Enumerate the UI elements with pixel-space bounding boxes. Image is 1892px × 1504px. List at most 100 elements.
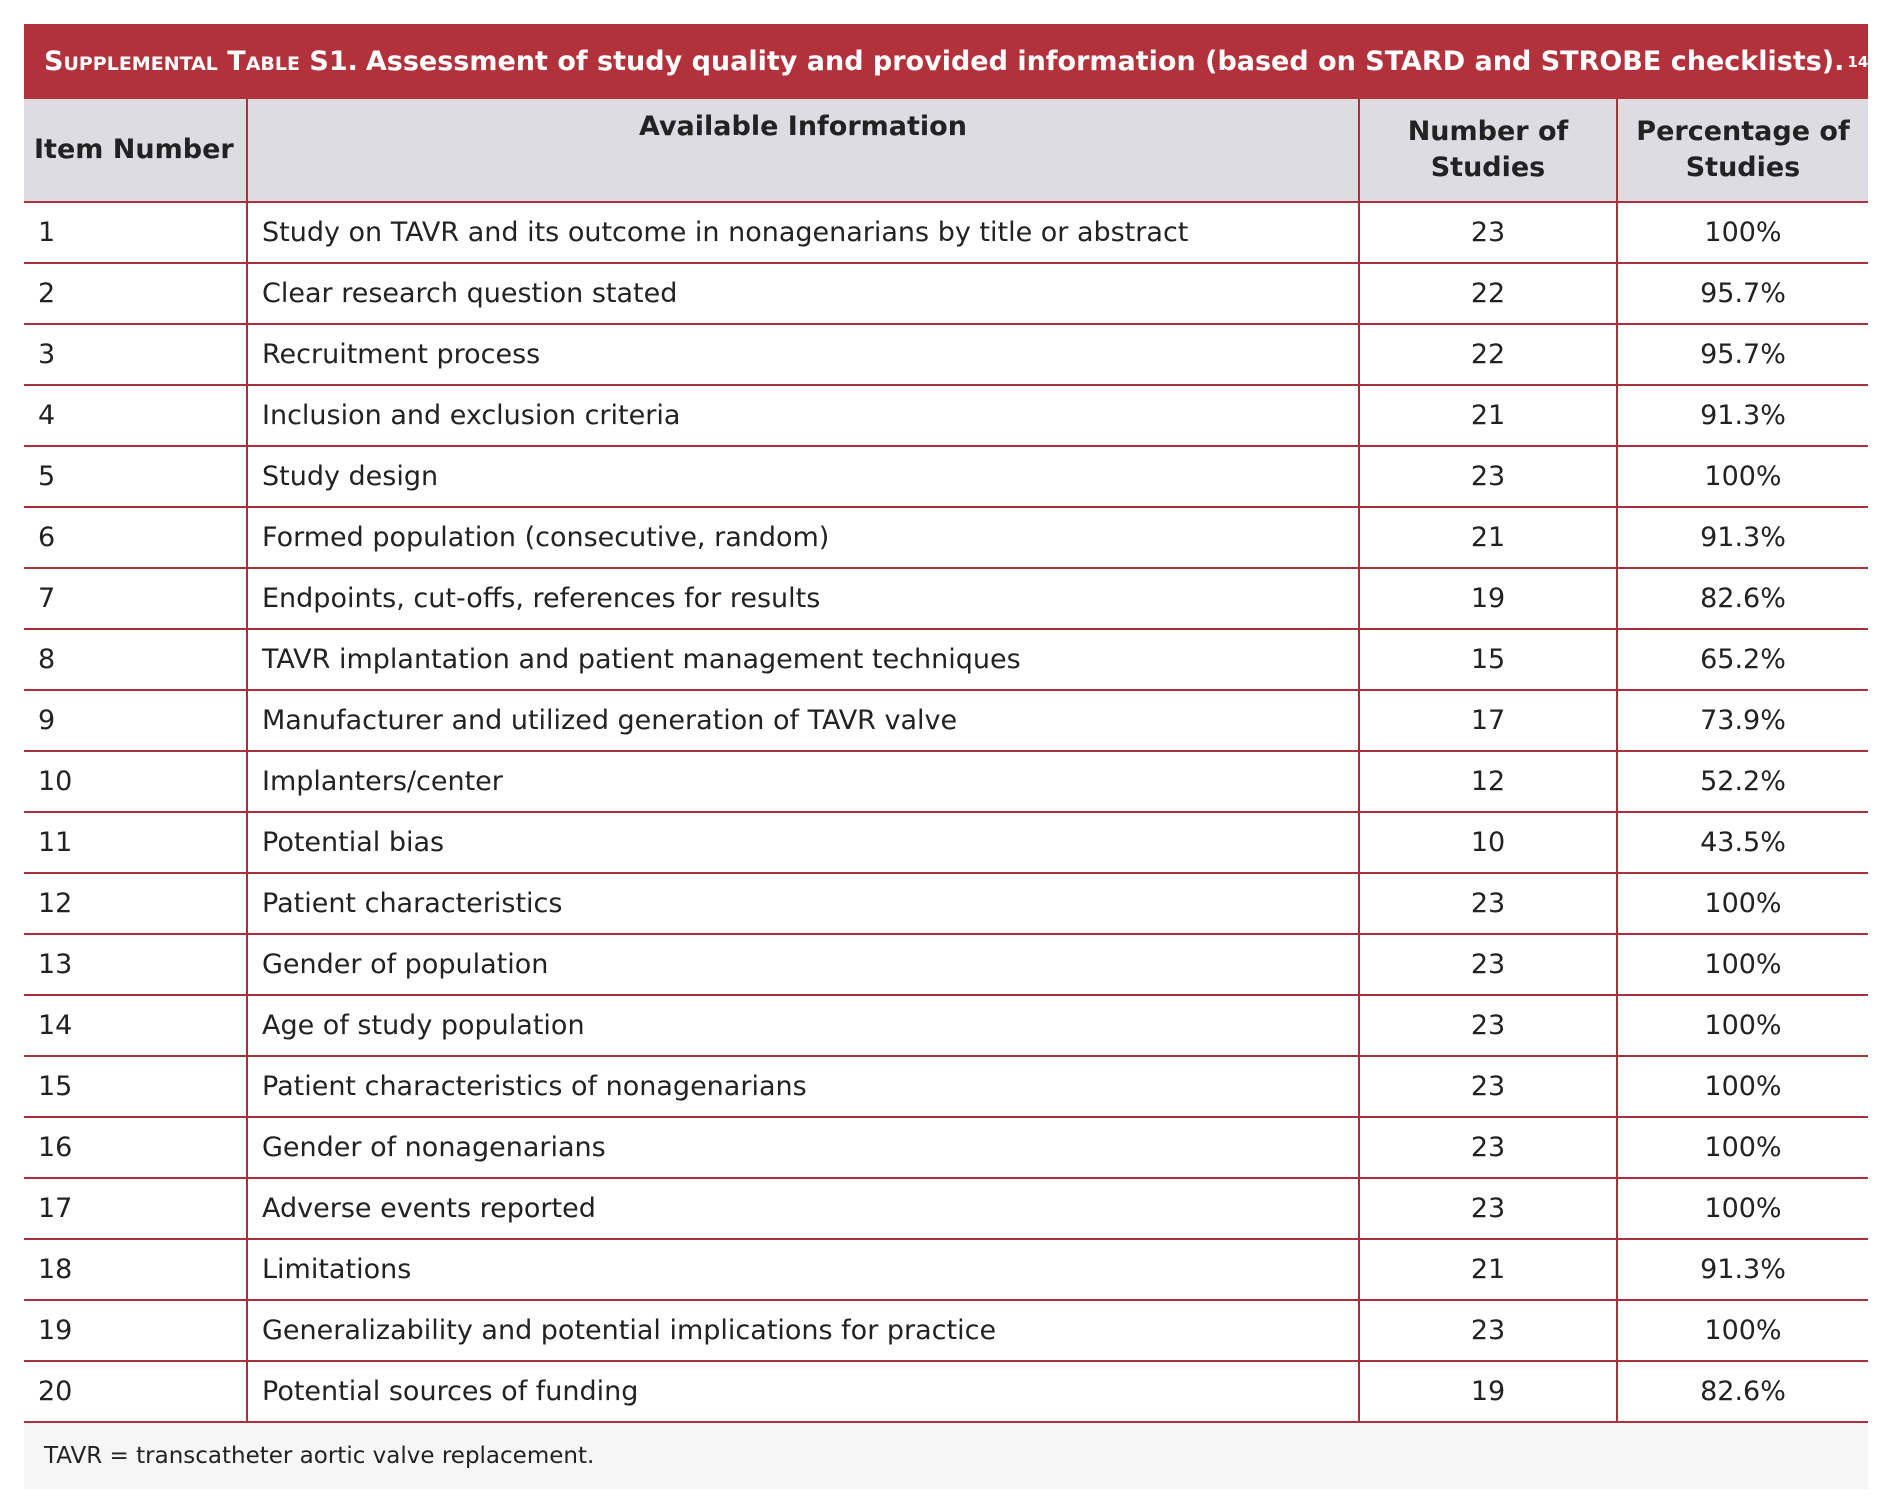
table-cell: Clear research question stated — [247, 263, 1360, 325]
table-body: 1 Study on TAVR and its outcome in nonage… — [24, 202, 1868, 1423]
table-cell: 100% — [1617, 1056, 1868, 1118]
table-row: 9 Manufacturer and utilized generation of… — [24, 690, 1868, 752]
table-cell: 100% — [1617, 1178, 1868, 1240]
table-cell: 7 — [24, 568, 248, 630]
table-cell: 22 — [1359, 324, 1618, 386]
column-header: Percentage of Studies — [1617, 99, 1868, 203]
table-cell: Limitations — [247, 1239, 1360, 1301]
title-label: Supplemental Table S1. — [44, 46, 358, 77]
table-cell: 17 — [24, 1178, 248, 1240]
table-cell: Adverse events reported — [247, 1178, 1360, 1240]
table-cell: 23 — [1359, 1056, 1618, 1118]
table-cell: Patient characteristics — [247, 873, 1360, 935]
table-row: 3 Recruitment process 22 95.7% — [24, 324, 1868, 386]
table-cell: Inclusion and exclusion criteria — [247, 385, 1360, 447]
footnote: TAVR = transcatheter aortic valve replac… — [24, 1423, 1868, 1489]
table-cell: 12 — [1359, 751, 1618, 813]
table-cell: 10 — [1359, 812, 1618, 874]
table-cell: 23 — [1359, 202, 1618, 264]
table-cell: 11 — [24, 812, 248, 874]
table-row: 13 Gender of population 23 100% — [24, 934, 1868, 996]
table-cell: 12 — [24, 873, 248, 935]
table-cell: 95.7% — [1617, 324, 1868, 386]
table-cell: Gender of population — [247, 934, 1360, 996]
table-cell: 100% — [1617, 934, 1868, 996]
table-cell: 100% — [1617, 202, 1868, 264]
table-cell: 73.9% — [1617, 690, 1868, 752]
column-header: Available Information — [247, 99, 1360, 203]
table-cell: 91.3% — [1617, 1239, 1868, 1301]
table-cell: 23 — [1359, 995, 1618, 1057]
table-cell: 14 — [24, 995, 248, 1057]
table-cell: 95.7% — [1617, 263, 1868, 325]
table-row: 17 Adverse events reported 23 100% — [24, 1178, 1868, 1240]
table-cell: 52.2% — [1617, 751, 1868, 813]
table-row: 5 Study design 23 100% — [24, 446, 1868, 508]
table-row: 6 Formed population (consecutive, random)… — [24, 507, 1868, 569]
title-bar: Supplemental Table S1. Assessment of stu… — [24, 24, 1892, 99]
table-cell: 23 — [1359, 1178, 1618, 1240]
table-cell: 100% — [1617, 1300, 1868, 1362]
table-cell: 100% — [1617, 873, 1868, 935]
table-cell: 5 — [24, 446, 248, 508]
table-row: 20 Potential sources of funding 19 82.6% — [24, 1361, 1868, 1423]
table-cell: 100% — [1617, 995, 1868, 1057]
table-cell: 21 — [1359, 1239, 1618, 1301]
table-cell: 23 — [1359, 934, 1618, 996]
table-cell: 82.6% — [1617, 1361, 1868, 1423]
table-cell: Age of study population — [247, 995, 1360, 1057]
table-cell: 19 — [24, 1300, 248, 1362]
table-cell: 23 — [1359, 446, 1618, 508]
table-cell: 23 — [1359, 1300, 1618, 1362]
table-cell: Recruitment process — [247, 324, 1360, 386]
title-text: Assessment of study quality and provided… — [365, 46, 1845, 77]
table-cell: 21 — [1359, 385, 1618, 447]
table-cell: Gender of nonagenarians — [247, 1117, 1360, 1179]
table-cell: 1 — [24, 202, 248, 264]
table-cell: Potential bias — [247, 812, 1360, 874]
table-cell: 23 — [1359, 1117, 1618, 1179]
table-row: 4 Inclusion and exclusion criteria 21 91.3% — [24, 385, 1868, 447]
table-row: 7 Endpoints, cut-offs, references for res… — [24, 568, 1868, 630]
table-cell: 15 — [24, 1056, 248, 1118]
table-cell: Generalizability and potential implicati… — [247, 1300, 1360, 1362]
table-cell: Endpoints, cut-offs, references for resu… — [247, 568, 1360, 630]
quality-table: Item Number Available Information Number o… — [24, 99, 1868, 1423]
table-row: 15 Patient characteristics of nonagenaria… — [24, 1056, 1868, 1118]
table-cell: 13 — [24, 934, 248, 996]
table-cell: Potential sources of funding — [247, 1361, 1360, 1423]
table-cell: 100% — [1617, 1117, 1868, 1179]
table-row: 2 Clear research question stated 22 95.7% — [24, 263, 1868, 325]
table-cell: 18 — [24, 1239, 248, 1301]
table-cell: 21 — [1359, 507, 1618, 569]
table-cell: 19 — [1359, 1361, 1618, 1423]
table-row: 14 Age of study population 23 100% — [24, 995, 1868, 1057]
table-cell: 4 — [24, 385, 248, 447]
table-cell: Formed population (consecutive, random) — [247, 507, 1360, 569]
table-cell: 9 — [24, 690, 248, 752]
table-cell: Implanters/center — [247, 751, 1360, 813]
table-row: 16 Gender of nonagenarians 23 100% — [24, 1117, 1868, 1179]
table-cell: 17 — [1359, 690, 1618, 752]
table-cell: Manufacturer and utilized generation of … — [247, 690, 1360, 752]
table-cell: 82.6% — [1617, 568, 1868, 630]
table-cell: TAVR implantation and patient management… — [247, 629, 1360, 691]
table-row: 8 TAVR implantation and patient managemen… — [24, 629, 1868, 691]
column-header: Item Number — [24, 99, 248, 203]
table-row: 19 Generalizability and potential implica… — [24, 1300, 1868, 1362]
table-cell: 3 — [24, 324, 248, 386]
table-cell: 19 — [1359, 568, 1618, 630]
table-cell: 6 — [24, 507, 248, 569]
table-cell: 8 — [24, 629, 248, 691]
table-cell: 20 — [24, 1361, 248, 1423]
table-cell: 23 — [1359, 873, 1618, 935]
table-row: 11 Potential bias 10 43.5% — [24, 812, 1868, 874]
table-container: Supplemental Table S1. Assessment of stu… — [24, 24, 1892, 1489]
table-cell: 91.3% — [1617, 507, 1868, 569]
column-header: Number of Studies — [1359, 99, 1618, 203]
table-cell: 65.2% — [1617, 629, 1868, 691]
table-cell: 43.5% — [1617, 812, 1868, 874]
table-cell: 2 — [24, 263, 248, 325]
table-cell: Study design — [247, 446, 1360, 508]
